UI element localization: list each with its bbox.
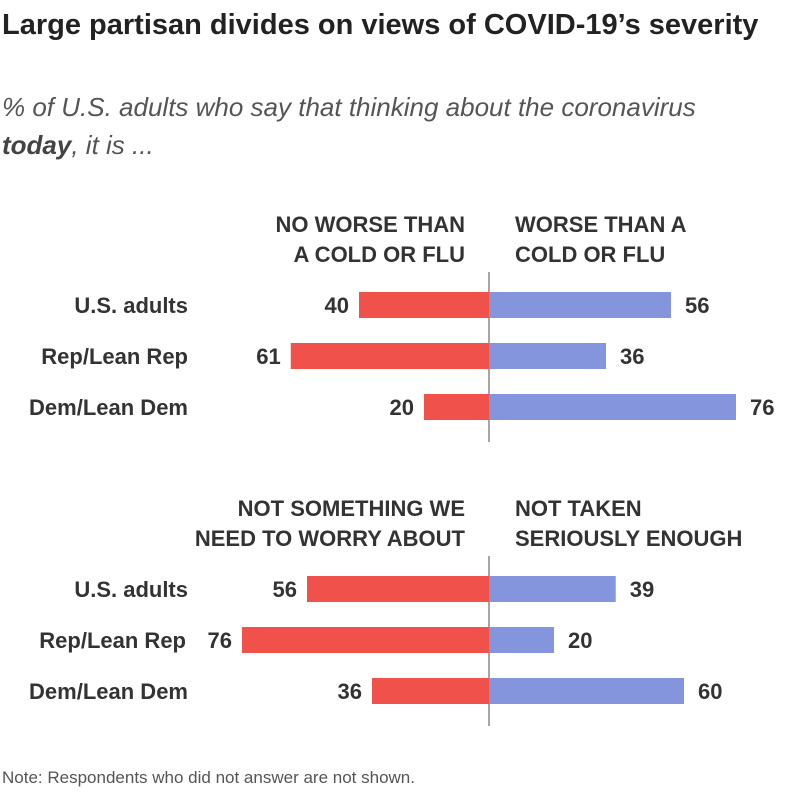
category-label: Rep/Lean Rep bbox=[41, 344, 188, 369]
right-bar bbox=[489, 627, 554, 653]
subtitle-emphasis: today bbox=[2, 130, 72, 160]
subtitle-ending: , it is ... bbox=[71, 130, 154, 160]
left-bar bbox=[359, 292, 489, 318]
subtitle-text: % of U.S. adults who say that thinking a… bbox=[2, 92, 696, 122]
right-bar bbox=[489, 678, 684, 704]
category-label: U.S. adults bbox=[74, 293, 188, 318]
left-bar bbox=[424, 394, 489, 420]
chart-subtitle: % of U.S. adults who say that thinking a… bbox=[2, 88, 722, 164]
chart-note: Note: Respondents who did not answer are… bbox=[2, 768, 415, 787]
left-header-line: NOT SOMETHING WE bbox=[238, 496, 465, 521]
left-bar bbox=[307, 576, 489, 602]
left-value-label: 56 bbox=[273, 577, 297, 602]
left-value-label: 20 bbox=[390, 395, 414, 420]
right-header-line: SERIOUSLY ENOUGH bbox=[515, 526, 742, 551]
left-value-label: 76 bbox=[208, 628, 232, 653]
left-bar bbox=[242, 627, 489, 653]
right-header-line: NOT TAKEN bbox=[515, 496, 642, 521]
left-header-line: NEED TO WORRY ABOUT bbox=[195, 526, 466, 551]
right-value-label: 56 bbox=[685, 293, 709, 318]
right-value-label: 60 bbox=[698, 679, 722, 704]
category-label: Dem/Lean Dem bbox=[29, 395, 188, 420]
right-value-label: 39 bbox=[630, 577, 654, 602]
left-bar bbox=[290, 343, 489, 369]
left-header-line: A COLD OR FLU bbox=[294, 242, 466, 267]
right-bar bbox=[489, 343, 606, 369]
left-bar bbox=[372, 678, 489, 704]
category-label: Dem/Lean Dem bbox=[29, 679, 188, 704]
right-bar bbox=[489, 576, 616, 602]
right-bar bbox=[489, 292, 671, 318]
right-value-label: 76 bbox=[750, 395, 774, 420]
chart-title: Large partisan divides on views of COVID… bbox=[2, 9, 759, 41]
left-value-label: 36 bbox=[338, 679, 362, 704]
left-value-label: 61 bbox=[256, 344, 280, 369]
left-value-label: 40 bbox=[325, 293, 349, 318]
right-value-label: 20 bbox=[568, 628, 592, 653]
category-label: Rep/Lean Rep bbox=[39, 628, 186, 653]
left-header-line: NO WORSE THAN bbox=[276, 212, 465, 237]
right-header-line: WORSE THAN A bbox=[515, 212, 687, 237]
category-label: U.S. adults bbox=[74, 577, 188, 602]
right-value-label: 36 bbox=[620, 344, 644, 369]
right-header-line: COLD OR FLU bbox=[515, 242, 665, 267]
right-bar bbox=[489, 394, 736, 420]
